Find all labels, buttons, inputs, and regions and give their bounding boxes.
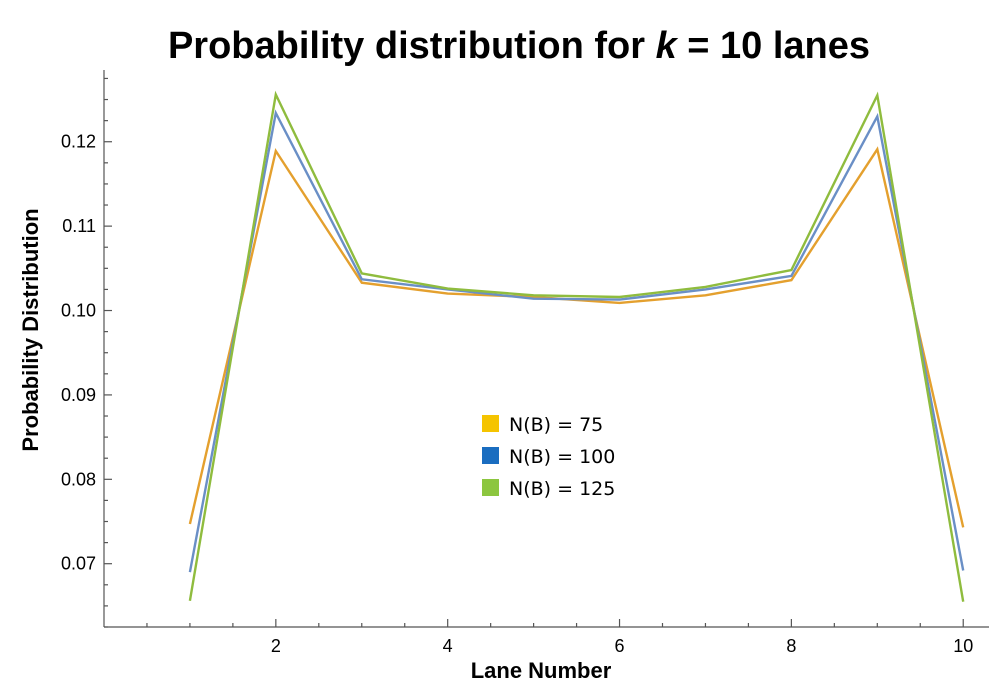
chart-title-prefix: Probability distribution for bbox=[168, 25, 656, 67]
x-tick-label: 2 bbox=[271, 636, 281, 656]
legend-entry: N(B) = 100 bbox=[509, 446, 615, 468]
x-tick-label: 6 bbox=[615, 636, 625, 656]
legend-entry: N(B) = 75 bbox=[509, 414, 603, 436]
x-axis-label: Lane Number bbox=[471, 658, 612, 683]
legend-entry: N(B) = 125 bbox=[509, 478, 615, 500]
x-tick-label: 4 bbox=[443, 636, 453, 656]
series-line-1 bbox=[188, 146, 965, 528]
series-line-3 bbox=[188, 90, 965, 602]
x-tick-label: 10 bbox=[953, 636, 973, 656]
y-tick-label: 0.10 bbox=[61, 301, 96, 321]
x-tick-label: 8 bbox=[786, 636, 796, 656]
ticks: 2 4 6 8 10 0.07 0.08 0.09 0.10 0.11 0.12 bbox=[61, 77, 973, 656]
series-line-2 bbox=[188, 109, 965, 573]
legend-swatch bbox=[482, 415, 499, 432]
series-lines bbox=[188, 90, 965, 602]
y-tick-label: 0.09 bbox=[61, 385, 96, 405]
legend-swatch bbox=[482, 447, 499, 464]
y-tick-label: 0.11 bbox=[62, 216, 96, 236]
chart-title: Probability distribution for k = 10 lane… bbox=[168, 25, 870, 67]
y-tick-label: 0.12 bbox=[61, 132, 96, 152]
y-tick-label: 0.07 bbox=[61, 554, 96, 574]
y-axis-label: Probability Distribution bbox=[18, 208, 43, 451]
legend: N(B) = 75 N(B) = 100 N(B) = 125 bbox=[482, 414, 615, 500]
chart-title-suffix: = 10 lanes bbox=[677, 25, 870, 67]
legend-swatch bbox=[482, 479, 499, 496]
chart-title-variable: k bbox=[656, 25, 679, 67]
y-tick-label: 0.08 bbox=[61, 469, 96, 489]
